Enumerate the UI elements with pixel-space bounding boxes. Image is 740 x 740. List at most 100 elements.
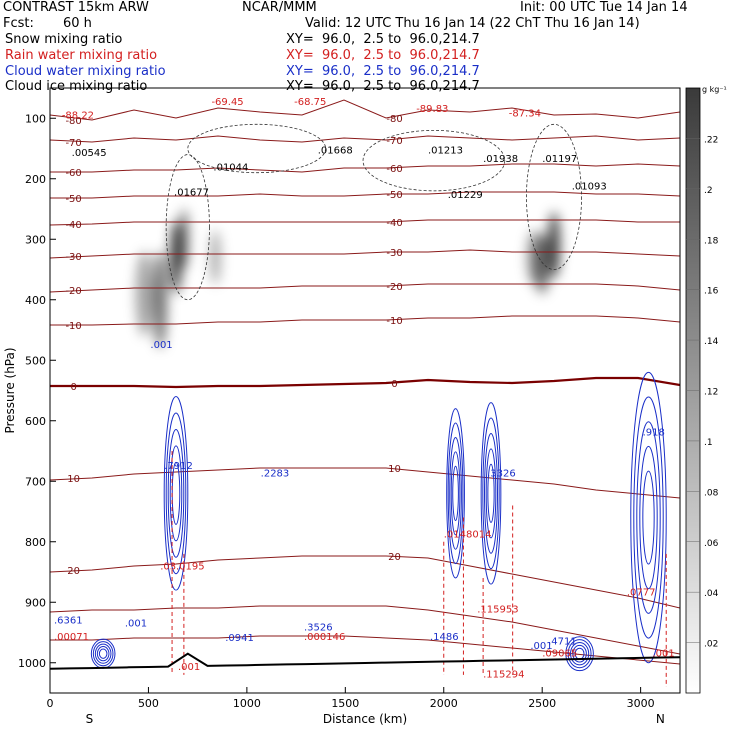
value-label-32: .001	[150, 340, 172, 351]
isotherm-7	[50, 315, 680, 326]
isotherm-label-left-3: -50	[65, 194, 81, 205]
center-label: NCAR/MMM	[242, 0, 317, 15]
legend-snow-xy: XY= 96.0, 2.5 to 96.0,214.7	[286, 32, 480, 47]
cloud-water-ring-5-3	[96, 646, 110, 662]
snow-blob-7	[526, 230, 543, 285]
valid-time: Valid: 12 UTC Thu 16 Jan 14 (22 ChT Thu …	[305, 16, 640, 31]
colorbar-tick-label-10: .02	[704, 640, 718, 650]
x-tick-label-6: 3000	[627, 697, 655, 710]
value-label-0: -88.22	[62, 110, 94, 121]
value-label-20: .0148014	[444, 530, 492, 541]
value-label-21: .115953	[477, 605, 518, 616]
cloud-water-ring-0-0	[163, 396, 189, 591]
value-label-6: .01668	[318, 145, 353, 156]
colorbar-tick-label-0: .22	[704, 135, 718, 145]
value-label-3: -89.83	[416, 104, 448, 115]
cloud-water-ring-5-4	[98, 648, 108, 659]
value-label-2: -68.75	[294, 97, 326, 108]
isotherm-label-8: 0	[391, 379, 397, 390]
terrain-line	[50, 652, 680, 670]
cloud-water-contours	[90, 371, 667, 672]
value-label-22: .115294	[483, 669, 524, 680]
cloud-water-ring-4-0	[565, 636, 594, 672]
y-tick-label-0: 100	[25, 112, 46, 125]
isotherm-label-6: -20	[386, 282, 402, 293]
fcst-label: Fcst:	[3, 16, 34, 31]
isotherm-3	[50, 191, 680, 199]
cloud-water-ring-0-3	[169, 445, 183, 542]
snow-blob-1	[153, 251, 168, 349]
y-tick-label-6: 700	[25, 475, 46, 488]
isotherm-label-left-2: -60	[65, 168, 81, 179]
snow-blob-0	[135, 251, 154, 337]
value-label-27: .000146	[304, 632, 345, 643]
colorbar-tick-label-1: .2	[704, 186, 713, 196]
value-label-13: .01093	[572, 182, 607, 193]
model-title: CONTRAST 15km ARW	[3, 0, 149, 15]
x-tick-label-5: 2500	[528, 697, 556, 710]
y-tick-label-4: 500	[25, 354, 46, 367]
cloud-ice-outline-0	[187, 123, 327, 174]
cloud-water-ring-0-1	[165, 412, 187, 575]
snow-blob-6	[548, 212, 560, 279]
value-label-35: .001	[178, 662, 200, 673]
value-label-36: .001	[530, 641, 552, 652]
cloud-water-ring-3-4	[642, 470, 655, 565]
value-label-23: .0777	[627, 588, 656, 599]
cloud-ice-outline-1	[362, 129, 506, 192]
value-label-17: .918	[643, 427, 665, 438]
colorbar-unit: g kg⁻¹	[702, 85, 727, 94]
init-time: Init: 00 UTC Tue 14 Jan 14	[520, 0, 688, 15]
cloud-ice-contours	[165, 123, 582, 301]
legend-cloudwater-label: Cloud water mixing ratio	[5, 64, 166, 79]
rain-contours	[171, 451, 667, 687]
endpoint-right: N	[656, 712, 665, 726]
cloud-water-ring-1-1	[447, 422, 464, 565]
isotherm-label-left-5: -30	[65, 252, 81, 263]
isotherm-label-9: 10	[388, 464, 401, 475]
colorbar-tick-label-3: .16	[704, 287, 719, 297]
value-label-5: .00545	[72, 148, 107, 159]
isotherm-0	[50, 99, 680, 121]
cloud-water-ring-3-3	[639, 445, 658, 590]
x-tick-label-0: 0	[47, 697, 54, 710]
isotherm-label-left-6: -20	[65, 286, 81, 297]
cloud-water-ring-1-0	[446, 408, 465, 579]
cloud-water-ring-3-1	[633, 396, 664, 639]
colorbar-tick-label-5: .12	[704, 388, 718, 398]
y-tick-label-7: 800	[25, 536, 46, 549]
colorbar-tick-label-2: .18	[704, 236, 719, 246]
cloud-water-ring-2-2	[484, 432, 498, 554]
isotherm-9	[50, 467, 680, 499]
isotherm-label-4: -40	[386, 218, 402, 229]
legend-cloudice-label: Cloud ice mixing ratio	[5, 79, 148, 94]
isotherm-11	[50, 605, 680, 655]
isotherm-label-5: -30	[386, 248, 402, 259]
snow-blob-3	[178, 209, 189, 270]
value-label-1: -69.45	[211, 97, 243, 108]
isotherm-5	[50, 249, 680, 259]
value-label-28: .0941	[225, 633, 254, 644]
cloud-water-ring-0-2	[167, 428, 185, 558]
value-label-34: .001	[652, 649, 674, 660]
x-tick-label-3: 1500	[331, 697, 359, 710]
isotherm-label-left-1: -70	[65, 138, 81, 149]
x-axis-label: Distance (km)	[323, 712, 407, 726]
y-tick-label-2: 300	[25, 233, 46, 246]
isotherm-1	[50, 135, 680, 143]
legend-rain-xy: XY= 96.0, 2.5 to 96.0,214.7	[286, 48, 480, 63]
y-axis-label: Pressure (hPa)	[3, 347, 17, 433]
isotherm-label-10: 20	[388, 552, 401, 563]
isotherm-label-7: -10	[386, 316, 402, 327]
y-tick-label-8: 900	[25, 596, 46, 609]
colorbar-tick-label-9: .04	[704, 589, 719, 599]
colorbar-tick-label-6: .1	[704, 438, 713, 448]
value-label-31: .09065	[542, 649, 577, 660]
value-label-11: .01677	[174, 188, 209, 199]
isotherm-label-2: -60	[386, 164, 402, 175]
isotherm-label-left-7: -10	[65, 321, 81, 332]
isotherm-8	[50, 376, 680, 389]
value-label-16: .3326	[487, 468, 516, 479]
cloud-water-ring-1-2	[449, 436, 462, 550]
value-label-7: .01213	[428, 145, 463, 156]
